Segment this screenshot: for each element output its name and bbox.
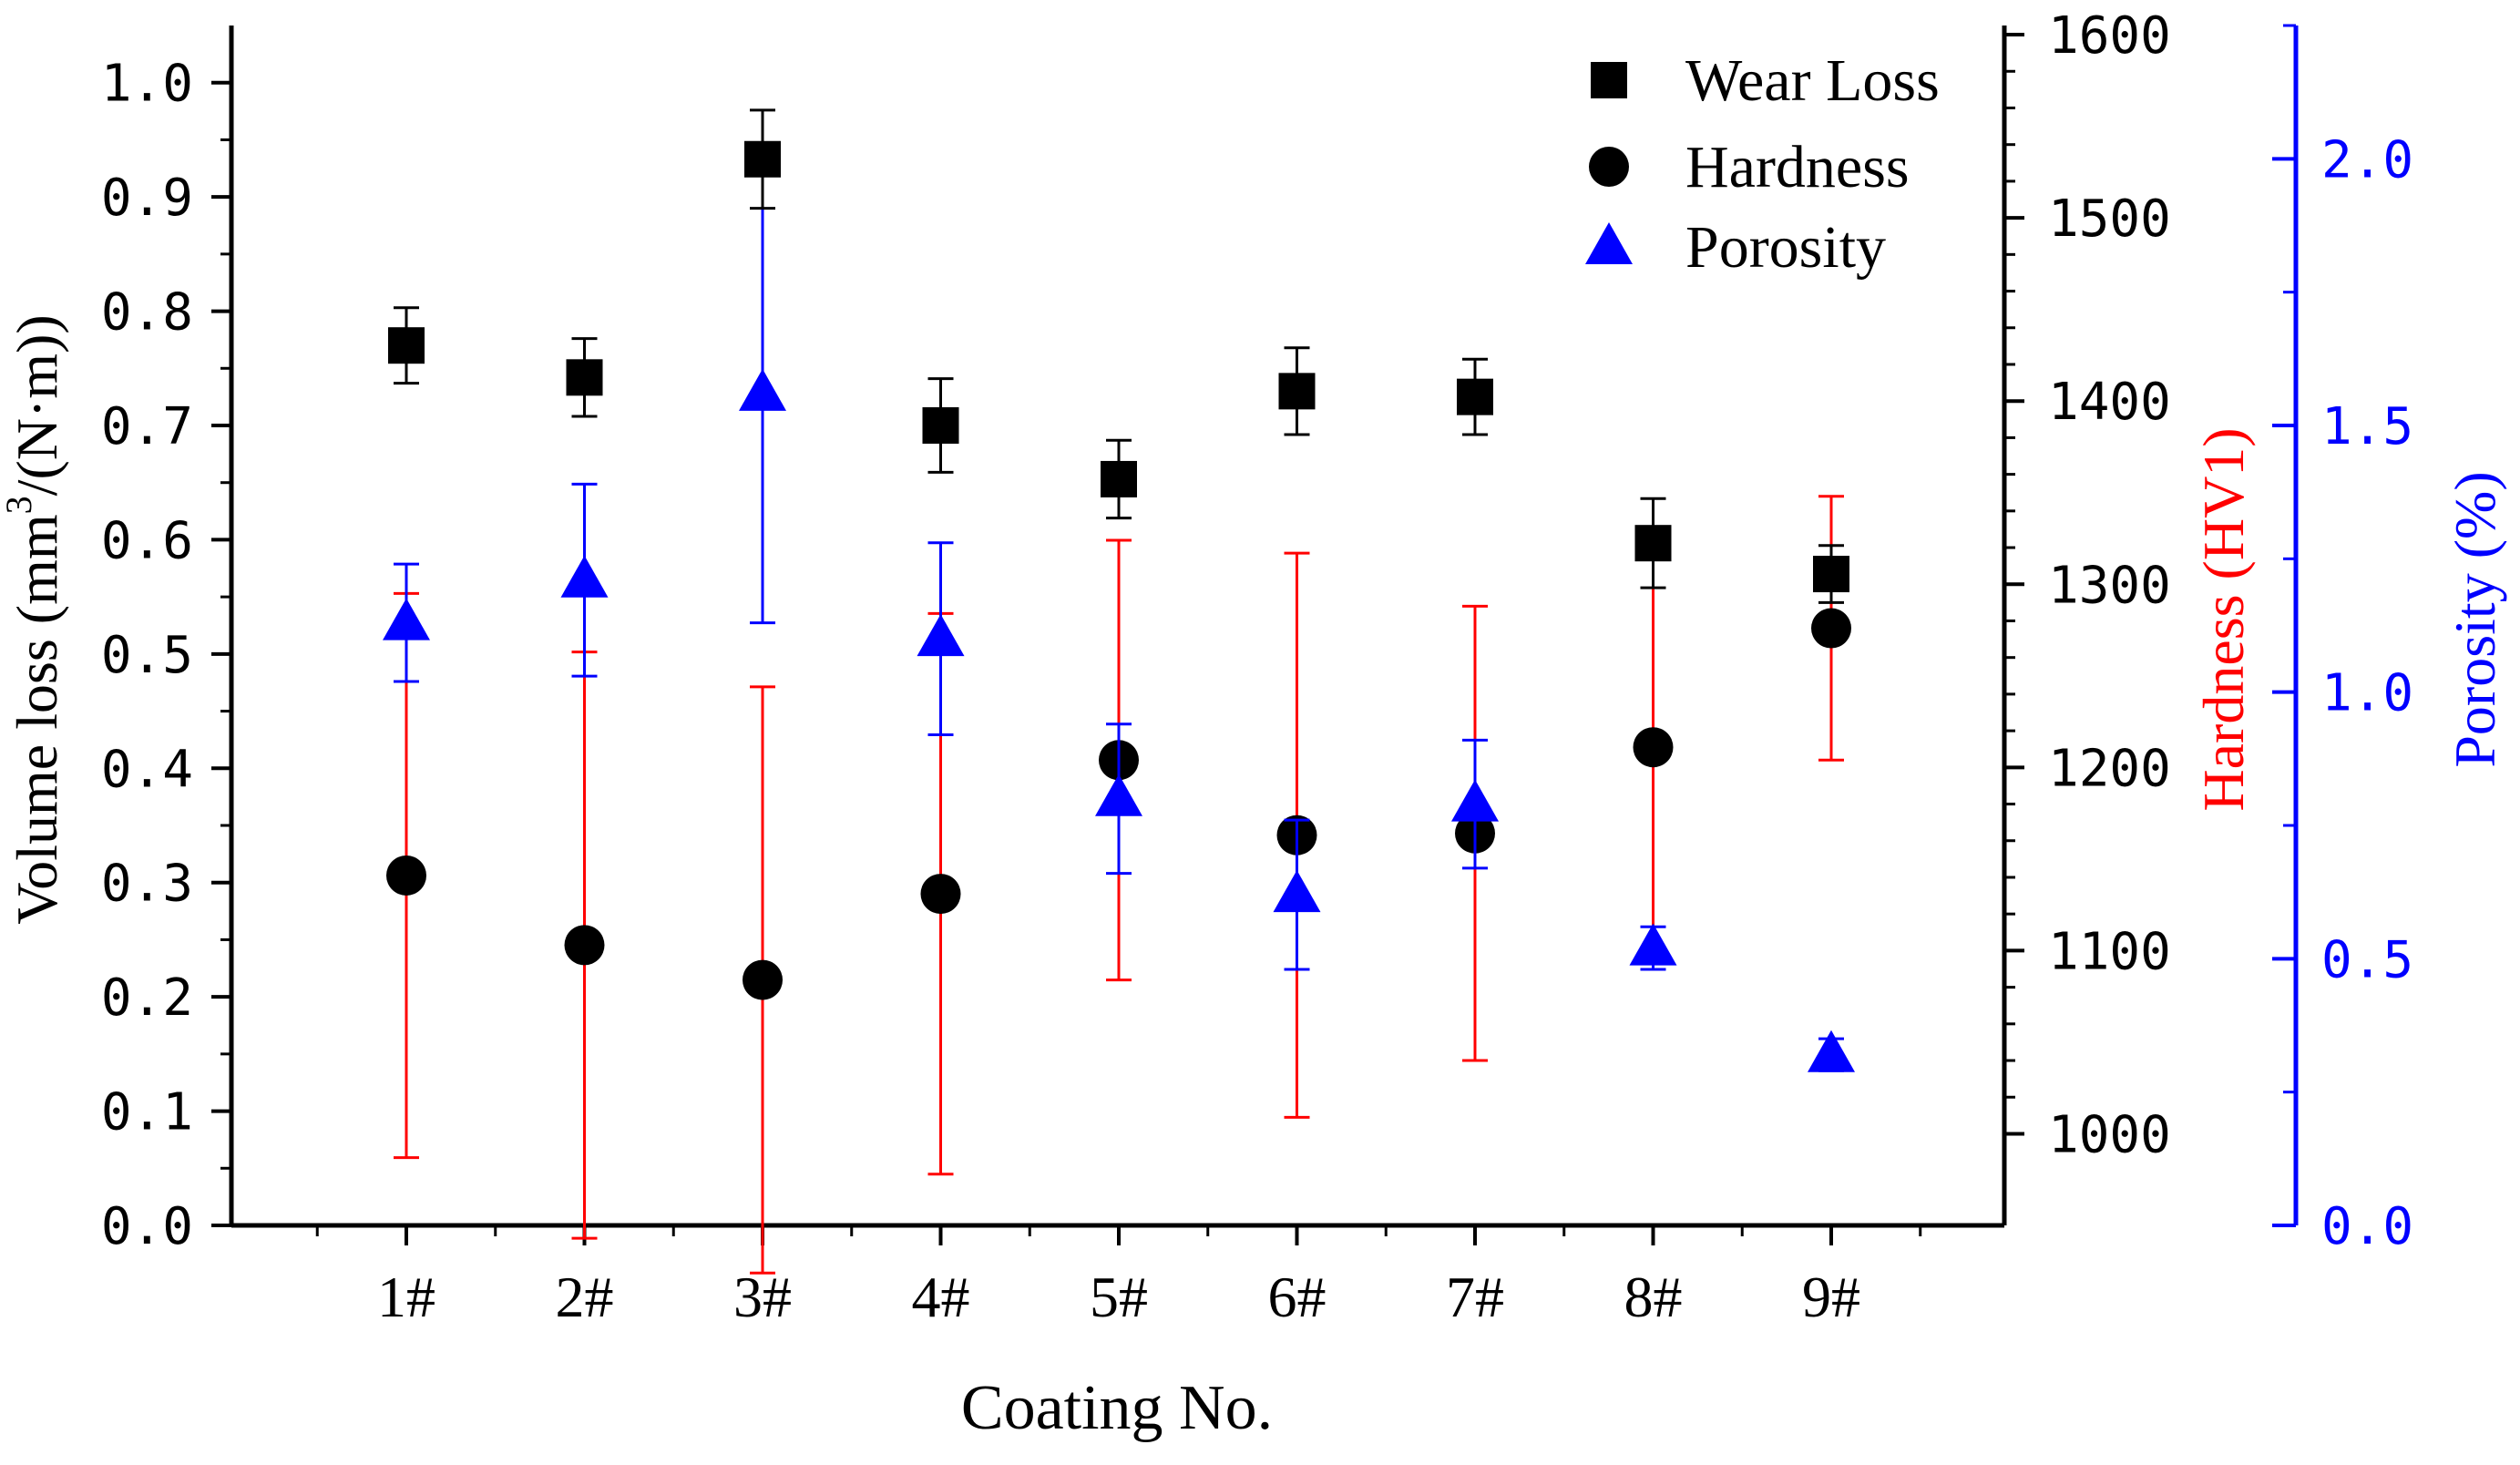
porosity-point (1451, 779, 1499, 822)
legend-label-wear-loss: Wear Loss (1685, 47, 1940, 114)
left-tick-label: 0.2 (101, 968, 193, 1028)
left-tick-label: 0.0 (101, 1197, 193, 1256)
hardness-point (743, 959, 783, 1000)
legend-marker-hardness (1589, 147, 1629, 187)
hardness-point (386, 855, 426, 896)
legend-label-hardness: Hardness (1685, 134, 1910, 200)
x-tick-label: 9# (1802, 1265, 1860, 1329)
x-tick-label: 2# (556, 1265, 614, 1329)
left-axis-title: Volume loss (mm3/(N·m)) (0, 314, 69, 924)
porosity-point (739, 368, 786, 411)
porosity-tick-label: 1.5 (2321, 397, 2413, 456)
left-tick-label: 0.1 (101, 1083, 193, 1142)
left-tick-label: 0.6 (101, 511, 193, 570)
legend: Wear Loss Hardness Porosity (1585, 47, 1940, 281)
hardness-tick-label: 1300 (2048, 556, 2171, 615)
hardness-tick-label: 1500 (2048, 190, 2171, 249)
wear-loss-point (1457, 378, 1493, 415)
porosity-point (560, 555, 609, 598)
x-tick-label: 8# (1624, 1265, 1683, 1329)
x-tick-label: 5# (1090, 1265, 1148, 1329)
hardness-tick-label: 1200 (2048, 739, 2171, 798)
hardness-point (920, 874, 961, 915)
legend-label-porosity: Porosity (1685, 214, 1886, 281)
wear-loss-point (744, 140, 781, 178)
porosity-tick-label: 2.0 (2321, 130, 2413, 190)
left-tick-label: 0.8 (101, 283, 193, 343)
wear-loss-point (1278, 373, 1316, 410)
x-tick-label: 6# (1268, 1265, 1327, 1329)
wear-loss-point (1634, 525, 1672, 562)
porosity-point (1273, 870, 1321, 913)
porosity-point (1095, 773, 1142, 816)
hardness-point (1811, 608, 1851, 649)
hardness-tick-label: 1400 (2048, 373, 2171, 432)
porosity-tick-label: 1.0 (2321, 664, 2413, 723)
hardness-axis-title: Hardness (HV1) (2191, 427, 2256, 811)
porosity-axis-title: Porosity (%) (2443, 471, 2507, 767)
left-tick-label: 0.4 (101, 740, 193, 799)
x-tick-label: 7# (1446, 1265, 1504, 1329)
hardness-tick-label: 1000 (2048, 1105, 2171, 1164)
porosity-point (917, 614, 965, 657)
porosity-tick-label: 0.0 (2321, 1197, 2413, 1256)
wear-loss-point (388, 327, 425, 364)
series-wear-loss (388, 108, 1849, 604)
wear-loss-point (566, 359, 603, 396)
porosity-point (1808, 1030, 1855, 1072)
left-tick-label: 0.3 (101, 855, 193, 914)
series-porosity (383, 162, 1855, 1072)
porosity-axis: 0.0 0.5 1.0 1.5 2.0 (2272, 24, 2413, 1256)
left-tick-label: 0.7 (101, 397, 193, 456)
series-hardness (386, 495, 1851, 1275)
left-axis-title-sup: 3 (0, 496, 39, 514)
wear-loss-point (922, 407, 959, 444)
left-tick-label: 1.0 (101, 55, 193, 114)
x-axis: 1# 2# 3# 4# 5# 6# 7# 8# 9# (231, 1223, 2004, 1329)
legend-marker-porosity (1585, 222, 1633, 264)
hardness-tick-label: 1600 (2048, 6, 2171, 66)
left-axis-title-prefix: Volume loss (mm (5, 514, 69, 924)
left-axis-title-suffix: /(N·m)) (5, 314, 69, 496)
x-tick-label: 4# (912, 1265, 970, 1329)
series-layer (383, 108, 1855, 1275)
left-tick-label: 0.5 (101, 626, 193, 685)
porosity-point (383, 598, 430, 640)
hardness-axis: 1000 1100 1200 1300 1400 1500 1600 (2002, 6, 2171, 1225)
legend-marker-wear-loss (1591, 62, 1627, 98)
x-axis-title: Coating No. (961, 1373, 1273, 1443)
wear-loss-point (1101, 460, 1137, 497)
x-tick-label: 1# (377, 1265, 435, 1329)
left-axis: 0.0 0.1 0.2 0.3 0.4 0.5 0.6 0.7 0.8 0.9 1.0 (101, 26, 234, 1256)
hardness-tick-label: 1100 (2048, 922, 2171, 981)
left-tick-label: 0.9 (101, 169, 193, 228)
x-tick-label: 3# (733, 1265, 792, 1329)
wear-loss-point (1813, 556, 1849, 593)
hardness-point (564, 925, 605, 966)
hardness-point (1633, 727, 1674, 768)
porosity-point (1629, 923, 1677, 966)
porosity-tick-label: 0.5 (2321, 930, 2413, 989)
